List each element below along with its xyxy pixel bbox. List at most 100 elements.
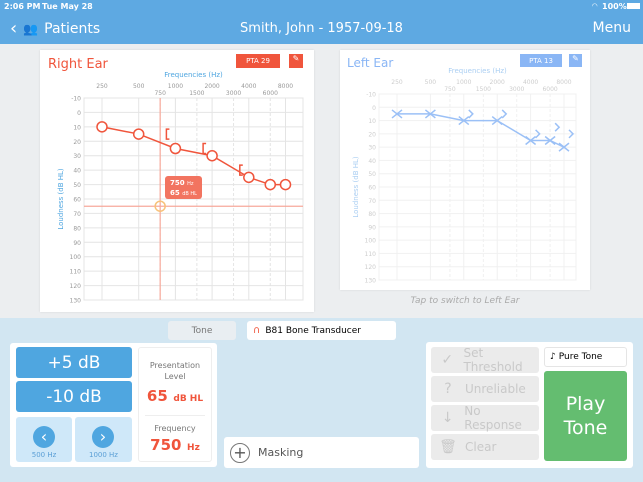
frequency-unit: Hz — [187, 443, 200, 453]
tone-button[interactable]: Tone — [168, 321, 236, 340]
chevron-left-icon: ‹ — [10, 18, 18, 39]
play-label: Play — [565, 393, 606, 415]
plus-5db-button[interactable]: +5 dB — [16, 347, 132, 378]
tooltip-freq-unit: Hz — [187, 181, 194, 187]
menu-button[interactable]: Menu — [592, 20, 631, 36]
y-tick-label: 80 — [368, 211, 376, 218]
music-note-icon: ♪ — [550, 352, 556, 362]
x-tick-label: 4000 — [523, 79, 538, 86]
x-tick-label: 1000 — [456, 79, 471, 86]
x-tick-label: 6000 — [542, 86, 557, 93]
air-threshold-marker — [424, 109, 436, 119]
y-tick-label: 120 — [70, 283, 82, 290]
tooltip-freq: 750 — [170, 179, 185, 187]
frequency-label: Frequency — [154, 424, 196, 433]
y-tick-label: 20 — [73, 139, 81, 146]
arrow-down-icon: ↓ — [441, 410, 454, 426]
switch-ear-hint[interactable]: Tap to switch to Left Ear — [410, 296, 520, 306]
set-threshold-button[interactable]: ✓ Set Threshold — [431, 346, 539, 374]
minus-10db-button[interactable]: -10 dB — [16, 381, 132, 412]
left-ear-card[interactable]: Left Ear PTA 13 ✎ — [340, 50, 590, 290]
cursor-tooltip: 750 Hz 65 dB HL — [165, 176, 202, 199]
air-threshold-marker — [132, 128, 145, 140]
air-threshold-marker — [264, 178, 277, 191]
masking-label: Masking — [258, 446, 304, 459]
air-threshold-marker — [558, 142, 570, 152]
tone-label: Tone — [563, 417, 608, 439]
stimulus-label: Pure Tone — [558, 352, 603, 362]
y-axis-label: Loudness (dB HL) — [57, 168, 65, 230]
check-icon: ✓ — [441, 352, 454, 368]
y-tick-label: 40 — [368, 158, 376, 165]
air-threshold-marker — [544, 135, 556, 146]
status-battery: 100% — [602, 2, 627, 11]
status-date: Tue May 28 — [42, 2, 93, 11]
page-title: Smith, John - 1957-09-18 — [240, 21, 403, 36]
x-tick-label: 2000 — [490, 79, 505, 86]
trash-icon: 🗑 — [439, 439, 457, 455]
y-tick-label: 30 — [368, 145, 376, 152]
transducer-select[interactable]: ∩ B81 Bone Transducer — [247, 321, 396, 340]
unreliable-button[interactable]: ? Unreliable — [431, 376, 539, 402]
y-tick-label: 100 — [70, 254, 82, 261]
left-ear-audiogram: -10 0 10 20 30 40 50 60 70 80 90 100 110 120 130 250 500… — [352, 67, 577, 285]
y-tick-label: 30 — [73, 153, 81, 160]
air-threshold-marker — [243, 171, 255, 184]
y-tick-label: 20 — [368, 131, 376, 138]
x-tick-label: 8000 — [278, 83, 293, 90]
bone-threshold-marker — [468, 109, 474, 119]
y-tick-label: 80 — [73, 225, 81, 232]
unreliable-label: Unreliable — [465, 382, 526, 396]
masking-button[interactable]: + Masking — [224, 437, 419, 468]
air-conduction-line — [397, 113, 565, 148]
prev-frequency-button[interactable]: ‹ 500 Hz — [16, 417, 72, 462]
y-tick-label: 70 — [73, 211, 81, 218]
y-tick-label: 0 — [372, 105, 376, 112]
tooltip-level-unit: dB HL — [182, 191, 197, 197]
bone-threshold-marker — [535, 129, 541, 139]
left-ear-title: Left Ear — [347, 56, 394, 70]
x-tick-label: 500 — [425, 79, 437, 86]
x-axis-label: Frequencies (Hz) — [164, 71, 223, 79]
edit-icon[interactable]: ✎ — [569, 54, 582, 67]
plus-circle-icon: + — [230, 442, 250, 463]
x-tick-label: 750 — [444, 86, 456, 93]
clear-label: Clear — [465, 440, 497, 454]
stimulus-select[interactable]: ♪ Pure Tone — [544, 347, 627, 367]
x-tick-label: 6000 — [263, 90, 278, 97]
clear-button[interactable]: 🗑 Clear — [431, 434, 539, 460]
bone-threshold-marker — [554, 122, 561, 132]
x-tick-label: 250 — [96, 83, 108, 90]
back-button[interactable]: ‹ 👥 Patients — [10, 18, 100, 39]
air-threshold-marker — [391, 109, 403, 119]
x-tick-label: 8000 — [556, 79, 571, 86]
edit-icon[interactable]: ✎ — [289, 54, 303, 68]
y-tick-label: 90 — [368, 224, 376, 231]
x-tick-label: 1500 — [189, 90, 204, 97]
bone-threshold-marker — [568, 129, 575, 139]
bone-threshold-marker — [202, 142, 207, 155]
y-tick-label: 10 — [368, 118, 376, 125]
chevron-right-icon: › — [92, 426, 114, 448]
no-response-button[interactable]: ↓ No Response — [431, 404, 539, 432]
controls-panel: Tone ∩ B81 Bone Transducer +5 dB -10 dB … — [0, 318, 643, 482]
x-tick-label: 1000 — [168, 83, 183, 90]
y-tick-label: 110 — [70, 269, 82, 276]
y-tick-label: 130 — [365, 278, 377, 285]
x-tick-label: 2000 — [204, 83, 219, 90]
no-response-label: No Response — [464, 404, 522, 432]
x-tick-label: 3000 — [226, 90, 241, 97]
y-tick-label: 50 — [73, 182, 81, 189]
play-tone-button[interactable]: Play Tone — [544, 371, 627, 461]
response-card: ✓ Set Threshold ? Unreliable ↓ No Response … — [426, 342, 633, 468]
bone-threshold-marker — [501, 109, 508, 119]
next-frequency-button[interactable]: › 1000 Hz — [75, 417, 132, 462]
prev-frequency-label: 500 Hz — [31, 451, 57, 459]
y-tick-label: 90 — [73, 240, 81, 247]
pta-badge: PTA 29 — [236, 54, 280, 68]
y-tick-label: 60 — [73, 197, 81, 204]
air-threshold-marker — [206, 149, 218, 162]
patients-icon: 👥 — [23, 21, 39, 36]
y-tick-label: 0 — [77, 110, 81, 117]
